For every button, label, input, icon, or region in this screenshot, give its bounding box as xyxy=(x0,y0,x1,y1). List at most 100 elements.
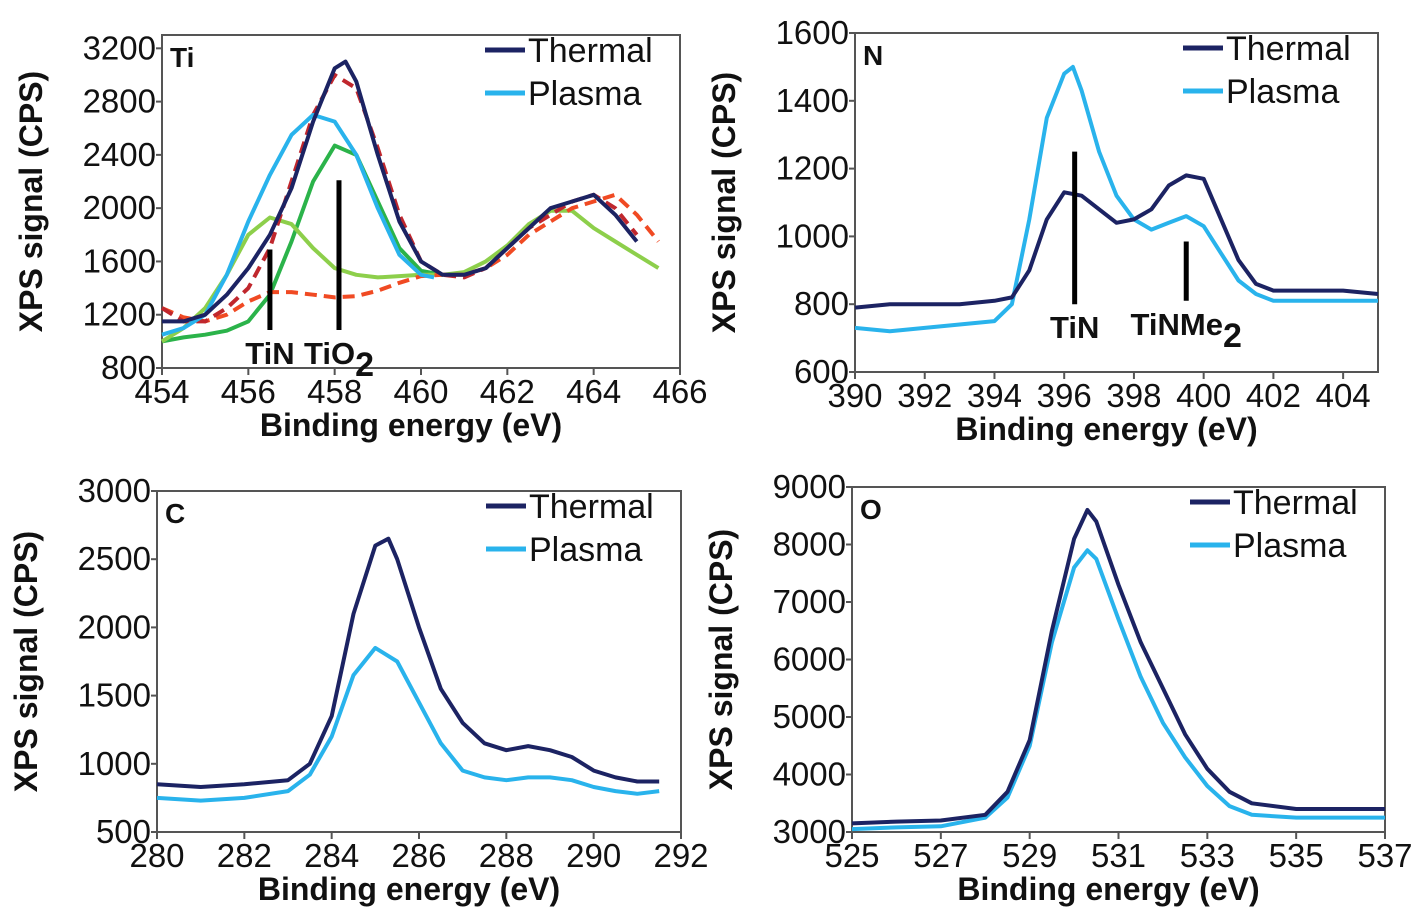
y-tick-label: 600 xyxy=(794,353,849,390)
x-tick-label: 402 xyxy=(1246,377,1301,414)
y-tick-label: 2000 xyxy=(83,189,156,226)
legend-label-plasma: Plasma xyxy=(1233,527,1346,565)
y-tick-label: 1600 xyxy=(776,14,849,51)
y-tick-label: 1500 xyxy=(78,677,151,714)
peak-label: TiN xyxy=(1050,310,1099,345)
x-tick-label: 404 xyxy=(1316,377,1371,414)
x-tick-label: 398 xyxy=(1106,377,1161,414)
x-tick-label: 396 xyxy=(1037,377,1092,414)
legend-label-thermal: Thermal xyxy=(1226,30,1351,68)
series-plasma xyxy=(854,64,1378,334)
y-tick-label: 2800 xyxy=(83,83,156,120)
x-tick-label: 284 xyxy=(304,837,359,874)
y-tick-label: 3200 xyxy=(83,29,156,66)
y-tick-label: 500 xyxy=(96,813,151,850)
x-tick-label: 533 xyxy=(1180,837,1235,874)
y-axis-title: XPS signal (CPS) xyxy=(13,71,49,332)
peak-label-text: TiN xyxy=(245,336,294,371)
peak-label-text: TiN xyxy=(1050,310,1099,345)
x-axis-title: Binding energy (eV) xyxy=(260,407,562,443)
legend-label-thermal: Thermal xyxy=(528,32,653,70)
panel-label: O xyxy=(860,494,882,525)
x-tick-label: 531 xyxy=(1091,837,1146,874)
fit-curve xyxy=(160,208,660,344)
y-tick-label: 1000 xyxy=(78,745,151,782)
y-tick-label: 2000 xyxy=(78,608,151,645)
x-tick-label: 288 xyxy=(479,837,534,874)
y-tick-label: 5000 xyxy=(773,698,846,735)
y-tick-label: 4000 xyxy=(773,756,846,793)
series-thermal xyxy=(162,59,639,324)
x-tick-label: 460 xyxy=(393,373,448,410)
x-tick-label: 537 xyxy=(1357,837,1412,874)
y-tick-label: 1200 xyxy=(776,150,849,187)
series-plasma xyxy=(161,112,435,337)
panel-ti: 800 1200 1600 2000 2400 2800 3200 454 456 458 460 4… xyxy=(13,29,708,443)
x-tick-label: 466 xyxy=(652,373,707,410)
x-tick-label: 282 xyxy=(217,837,272,874)
series-plasma xyxy=(851,548,1385,832)
x-tick-label: 400 xyxy=(1176,377,1231,414)
fit-curve xyxy=(161,143,443,344)
panel-label: N xyxy=(863,40,883,71)
x-tick-label: 525 xyxy=(824,837,879,874)
peak-label-text: TiO xyxy=(304,336,355,371)
x-tick-label: 458 xyxy=(307,373,362,410)
y-tick-label: 6000 xyxy=(773,641,846,678)
x-tick-label: 286 xyxy=(391,837,446,874)
peak-label: TiO2 xyxy=(304,336,374,384)
y-tick-label: 1400 xyxy=(776,82,849,119)
legend-label-thermal: Thermal xyxy=(1233,484,1358,522)
y-tick-label: 800 xyxy=(101,349,156,386)
y-tick-label: 1200 xyxy=(83,296,156,333)
x-axis-title: Binding energy (eV) xyxy=(957,871,1259,907)
y-tick-label: 1600 xyxy=(83,242,156,279)
x-tick-label: 454 xyxy=(134,373,189,410)
y-tick-label: 9000 xyxy=(773,468,846,505)
panel-o: 3000 4000 5000 6000 7000 8000 9000 525 527 529 531… xyxy=(703,468,1413,907)
x-tick-label: 535 xyxy=(1269,837,1324,874)
fit-curve xyxy=(161,192,660,324)
series-thermal xyxy=(851,508,1385,826)
x-tick-label: 392 xyxy=(897,377,952,414)
legend-label-thermal: Thermal xyxy=(529,488,654,526)
y-tick-label: 1000 xyxy=(776,217,849,254)
y-tick-label: 2400 xyxy=(83,136,156,173)
plot-frame xyxy=(854,32,1379,373)
peak-label: TiN xyxy=(245,336,294,371)
y-axis-title: XPS signal (CPS) xyxy=(703,529,739,790)
y-tick-label: 3000 xyxy=(78,472,151,509)
y-axis-title: XPS signal (CPS) xyxy=(706,72,742,333)
panel-c: 500 1000 1500 2000 2500 3000 280 282 284 286 288 29… xyxy=(8,472,709,907)
y-tick-label: 800 xyxy=(794,285,849,322)
y-tick-label: 3000 xyxy=(773,813,846,850)
y-tick-label: 2500 xyxy=(78,540,151,577)
x-tick-label: 462 xyxy=(480,373,535,410)
y-tick-label: 8000 xyxy=(773,526,846,563)
legend-label-plasma: Plasma xyxy=(529,531,642,569)
legend-label-plasma: Plasma xyxy=(528,75,641,113)
x-tick-label: 527 xyxy=(913,837,968,874)
x-axis-title: Binding energy (eV) xyxy=(258,871,560,907)
x-axis-title: Binding energy (eV) xyxy=(955,411,1257,447)
x-tick-label: 292 xyxy=(653,837,708,874)
series-thermal xyxy=(156,536,660,789)
peak-label-subscript: 2 xyxy=(1223,317,1242,355)
series-thermal xyxy=(854,173,1379,310)
x-tick-label: 464 xyxy=(566,373,621,410)
peak-label: TiNMe2 xyxy=(1131,307,1242,355)
x-tick-label: 456 xyxy=(221,373,276,410)
x-tick-label: 280 xyxy=(129,837,184,874)
series-plasma xyxy=(156,645,660,803)
x-tick-label: 394 xyxy=(967,377,1022,414)
y-tick-label: 7000 xyxy=(773,583,846,620)
x-tick-label: 529 xyxy=(1002,837,1057,874)
legend-label-plasma: Plasma xyxy=(1226,73,1339,111)
panel-n: 600 800 1000 1200 1400 1600 390 392 394 396 398 400… xyxy=(706,14,1379,447)
peak-label-subscript: 2 xyxy=(355,346,374,384)
fit-curve xyxy=(160,73,639,324)
panel-label: C xyxy=(165,498,185,529)
y-axis-title: XPS signal (CPS) xyxy=(8,531,44,792)
x-tick-label: 290 xyxy=(566,837,621,874)
